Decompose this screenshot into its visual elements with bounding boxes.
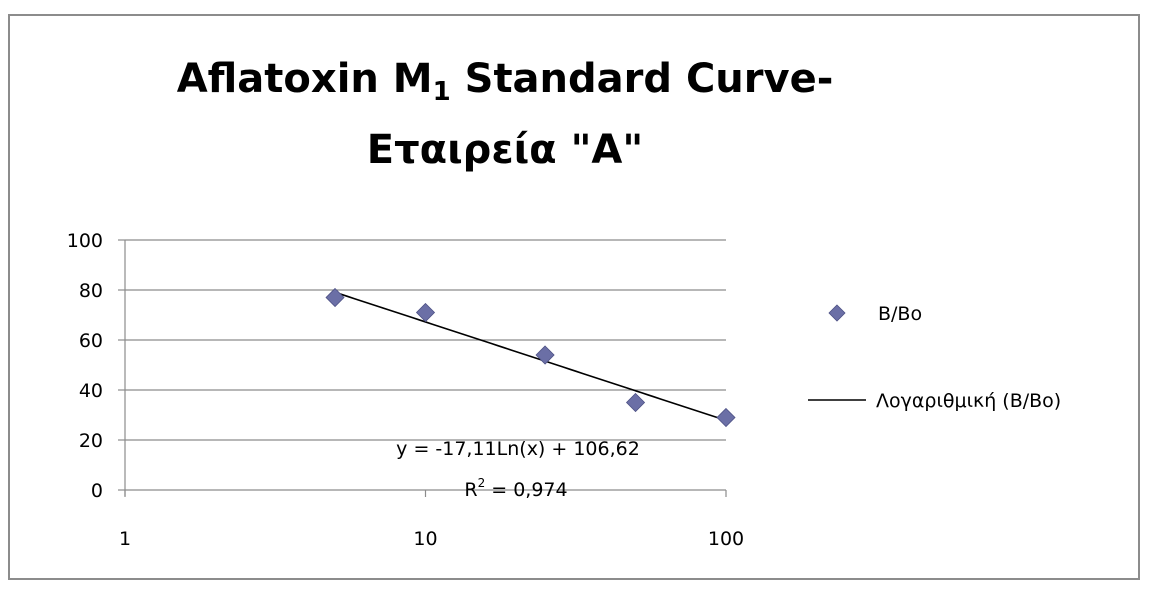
tick-label-x-100: 100	[708, 528, 744, 550]
data-point-layer	[325, 287, 736, 428]
grid-layer	[125, 239, 726, 441]
tick-label-x-1: 1	[119, 528, 131, 550]
chart-frame	[8, 14, 1140, 580]
legend-label-trendline: Λογαριθμική (B/Bo)	[876, 390, 1061, 412]
tick-label-y-40: 40	[79, 380, 103, 402]
data-point-25	[535, 345, 555, 365]
trendline-equation: y = -17,11Ln(x) + 106,62	[396, 438, 640, 460]
trendline-layer	[334, 291, 727, 422]
legend-label-series: B/Bo	[878, 303, 922, 325]
chart-title-line2: Εταιρεία "A"	[367, 127, 643, 173]
chart-title-line1: Aflatoxin M1 Standard Curve-	[177, 56, 834, 107]
tick-label-y-100: 100	[67, 230, 103, 252]
legend-marker-diamond	[828, 304, 846, 322]
legend: B/Bo Λογαριθμική (B/Bo)	[808, 303, 1061, 412]
r-squared-sup: 2	[478, 476, 486, 490]
tick-label-y-60: 60	[79, 330, 103, 352]
data-point-5	[325, 287, 345, 308]
chart-title-main: Aflatoxin M	[177, 56, 433, 102]
trendline-r-squared: R2 = 0,974	[464, 476, 567, 501]
trendline-path	[334, 291, 727, 422]
chart-title-subscript: 1	[433, 77, 451, 107]
tick-label-x-10: 10	[413, 528, 437, 550]
axis-layer	[118, 239, 727, 497]
tick-label-y-0: 0	[91, 480, 103, 502]
tick-label-y-20: 20	[79, 430, 103, 452]
r-squared-suffix: = 0,974	[485, 479, 567, 501]
r-squared-prefix: R	[464, 479, 477, 501]
tick-label-y-80: 80	[79, 280, 103, 302]
data-point-100	[716, 407, 736, 428]
data-point-50	[625, 392, 646, 413]
chart-title-suffix: Standard Curve-	[451, 56, 834, 102]
data-point-10	[415, 302, 436, 323]
tick-label-layer: 0 20 40 60 80 100 1 10 100	[67, 230, 744, 550]
